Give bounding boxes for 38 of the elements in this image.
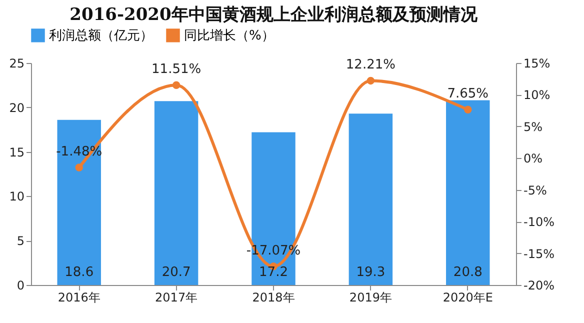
- y2-tick-label: -15%: [524, 246, 555, 261]
- y-tick-label: 5: [16, 234, 24, 248]
- point: [172, 81, 180, 89]
- legend-label: 利润总额（亿元）: [49, 28, 153, 44]
- chart-title: 2016-2020年中国黄酒规上企业利润总额及预测情况: [70, 5, 478, 25]
- x-tick-label: 2020年E: [442, 290, 493, 304]
- y2-tick-label: -5%: [524, 183, 547, 198]
- y-tick-label: 10: [9, 190, 24, 204]
- data-label: 11.51%: [152, 62, 202, 78]
- y-tick-label: 15: [9, 145, 24, 160]
- data-label: 12.21%: [346, 58, 396, 73]
- y2-tick-label: 0%: [524, 152, 543, 166]
- y2-tick-label: 5%: [524, 120, 543, 134]
- x-tick-label: 2019年: [349, 290, 392, 304]
- data-label: 20.8: [453, 265, 482, 280]
- point: [75, 164, 83, 172]
- legend-label: 同比增长（%）: [184, 28, 274, 44]
- data-label: 17.2: [259, 265, 288, 280]
- point: [464, 106, 472, 114]
- x-tick-label: 2018年: [252, 290, 295, 304]
- bar: [348, 114, 393, 285]
- y2-tick-label: -10%: [524, 215, 555, 230]
- bar: [446, 100, 490, 285]
- x-tick-label: 2016年: [58, 290, 100, 304]
- x-tick-label: 2017年: [155, 290, 198, 304]
- y-tick-label: 25: [9, 56, 24, 70]
- data-label: 18.6: [64, 265, 94, 280]
- data-label: 20.7: [162, 265, 191, 280]
- y2-tick-label: -20%: [524, 278, 555, 292]
- y-tick-label: 20: [9, 100, 24, 115]
- point: [366, 76, 375, 85]
- y-tick-label: 0: [16, 278, 24, 292]
- bar: [154, 101, 198, 285]
- y2-tick-label: 10%: [524, 88, 550, 102]
- bar: [57, 120, 101, 285]
- y2-tick-label: 15%: [524, 56, 550, 70]
- data-label: 19.3: [356, 265, 386, 280]
- data-label: 7.65%: [447, 86, 489, 102]
